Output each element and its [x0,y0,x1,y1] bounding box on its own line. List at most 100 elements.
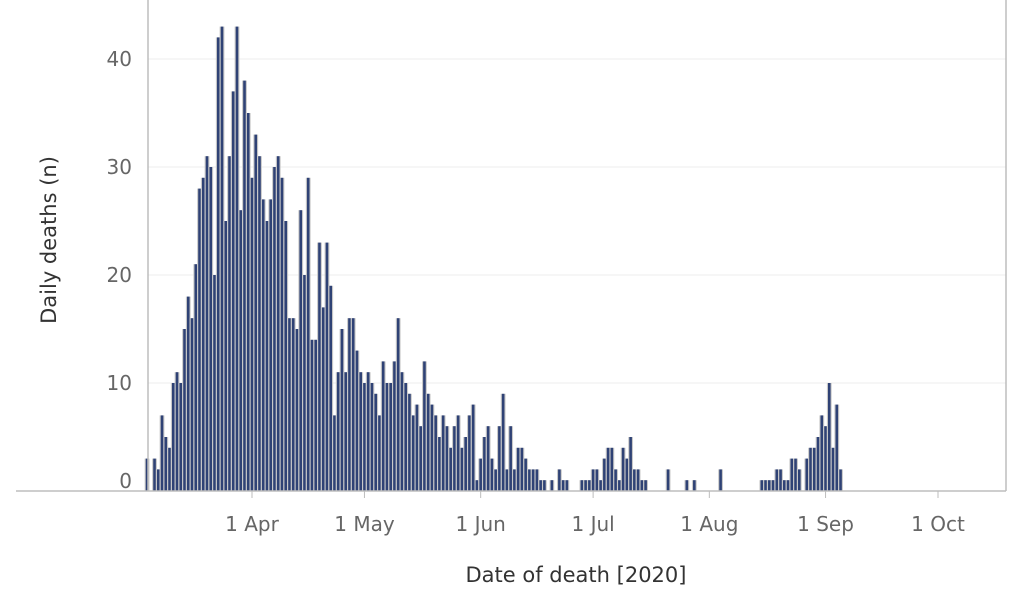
bar [370,383,374,491]
bar [498,426,501,491]
bar [434,415,437,491]
bar [468,415,471,491]
bar-day-70 [395,318,401,491]
bar-day-24 [223,221,229,491]
bar [606,447,610,491]
bar-day-28 [238,210,244,491]
bar [231,91,235,492]
bar-day-53 [332,415,337,491]
bar-day-81 [437,437,442,491]
bar-day-186 [830,447,836,491]
bar [618,480,621,491]
y-tick-label: 40 [107,47,132,71]
bar [501,393,505,491]
bar-day-123 [594,469,600,491]
bars [144,26,843,492]
bar [603,458,606,491]
bar-day-122 [590,469,596,491]
bar [513,469,516,491]
bar [625,458,629,491]
bar [621,447,625,491]
bar [355,350,359,491]
bar [812,447,816,491]
bar-day-12 [178,383,184,491]
bar-day-167 [759,480,765,491]
bar-day-175 [789,458,795,491]
bar-day-57 [347,318,352,491]
bar [426,393,430,491]
bar-day-168 [763,480,768,491]
bar-day-69 [392,361,397,491]
bar-day-39 [279,177,285,492]
bar-day-135 [639,480,645,491]
bar-day-49 [317,242,322,491]
bar-day-25 [227,156,232,491]
x-tick-label: 1 May [334,512,395,536]
bar [333,415,336,491]
bar-day-79 [429,404,435,491]
bar [280,177,284,492]
bar [243,80,246,491]
x-tick-label: 1 Jul [572,512,615,536]
bar [273,167,276,491]
bar-day-130 [620,447,626,491]
bar [430,404,434,491]
bar-day-170 [770,480,776,491]
bar [438,437,441,491]
bar-day-172 [778,469,783,491]
bar [258,156,261,491]
bar [490,458,494,491]
bar-day-119 [579,480,585,491]
bar [250,177,254,492]
bar [584,480,587,491]
bar [764,480,767,491]
bar [381,361,385,491]
bar [475,480,479,491]
bar-day-171 [774,469,780,491]
bar-day-133 [631,469,637,491]
bar [393,361,396,491]
bar-day-9 [167,447,172,491]
bar-day-83 [444,426,450,491]
bar-day-15 [189,318,195,491]
bar-day-74 [410,415,416,491]
bar [614,469,617,491]
bar [524,458,527,491]
bar [288,318,291,491]
bar [396,318,400,491]
bar [348,318,351,491]
bar-day-92 [478,458,484,491]
bar-day-131 [624,458,630,491]
bar [183,329,186,491]
bar-day-40 [283,221,289,491]
bar-day-78 [425,393,431,491]
bar-day-84 [448,447,454,491]
bar-day-102 [515,447,521,491]
bar [145,458,149,491]
bar-day-184 [823,426,828,491]
bar-day-89 [467,415,472,491]
bar-day-63 [369,383,375,491]
bar-day-114 [560,480,566,491]
bar-day-179 [804,458,810,491]
x-tick-label: 1 Sep [797,512,854,536]
bar [798,469,801,491]
bar-day-65 [377,415,382,491]
bar [340,329,344,491]
bar-day-10 [170,383,176,491]
bar [265,221,269,491]
bar-day-185 [826,383,832,491]
bar [471,404,475,491]
bar [599,480,602,491]
bar [445,426,449,491]
bar [775,469,779,491]
bar [794,458,797,491]
bar-day-97 [497,426,502,491]
bar [494,469,497,491]
bar-day-20 [208,167,214,491]
bar [779,469,782,491]
bar [610,447,614,491]
bar [261,199,265,491]
bar [198,188,201,491]
bar [441,415,445,491]
